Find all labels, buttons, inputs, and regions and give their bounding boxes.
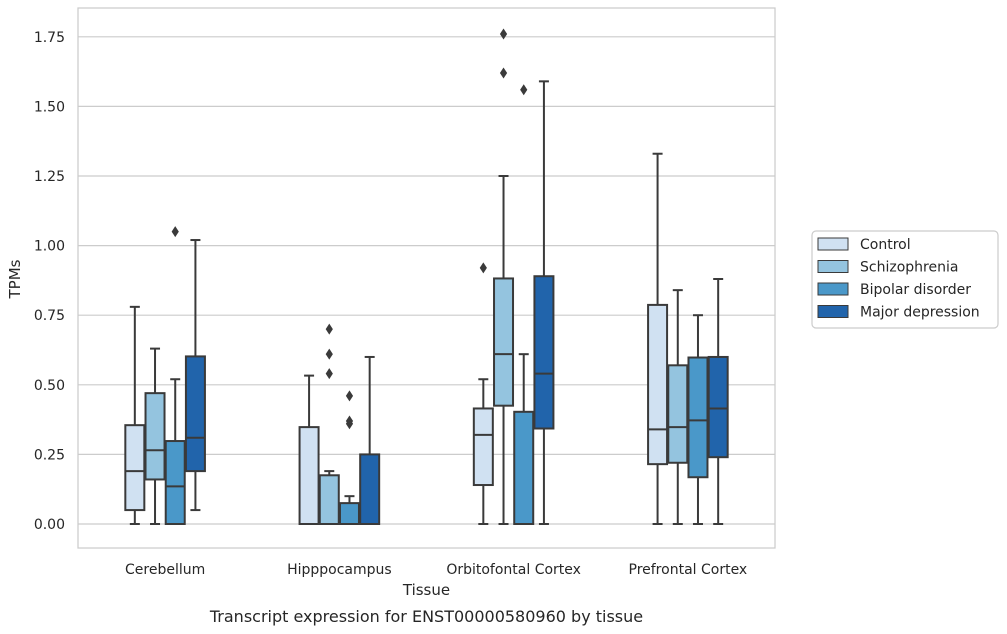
box: [318, 323, 340, 525]
y-tick-label: 0.75: [34, 308, 65, 324]
box: [184, 239, 206, 512]
box-iqr: [359, 453, 381, 525]
box-iqr: [687, 356, 709, 479]
box-iqr: [533, 275, 555, 430]
box-iqr: [667, 364, 689, 464]
y-axis-ticks: 0.00 0.25 0.50 0.75 1.00 1.25 1.50 1.75: [34, 30, 65, 533]
x-tick-label: Prefrontal Cortex: [629, 562, 748, 578]
outlier-point: [171, 226, 179, 238]
outlier-point: [325, 323, 333, 335]
box: [707, 278, 729, 525]
box-iqr: [144, 392, 166, 481]
outlier-point: [325, 348, 333, 360]
box: [513, 84, 535, 526]
x-tick-label: Orbitofontal Cortex: [446, 562, 581, 578]
legend-label: Bipolar disorder: [860, 282, 971, 298]
y-tick-label: 0.25: [34, 447, 65, 463]
outlier-point: [499, 28, 508, 40]
box-series: [124, 28, 729, 526]
box: [472, 262, 494, 525]
box: [533, 80, 555, 525]
x-tick-label: Hipppocampus: [287, 562, 392, 578]
box-iqr: [493, 277, 515, 407]
box-iqr: [647, 303, 669, 466]
box: [124, 305, 146, 525]
box-iqr: [472, 407, 494, 487]
x-axis-label: Tissue: [402, 581, 450, 599]
y-tick-label: 1.75: [34, 30, 65, 46]
box: [667, 289, 689, 525]
y-tick-label: 1.00: [34, 239, 65, 255]
outlier-point: [345, 390, 354, 402]
legend-frame: [811, 230, 999, 329]
box: [164, 226, 186, 526]
legend-label: Major depression: [860, 305, 980, 321]
box: [647, 152, 669, 525]
outlier-point: [325, 368, 333, 380]
box-iqr: [513, 410, 535, 526]
y-tick-label: 0.50: [34, 378, 65, 394]
box: [298, 374, 320, 525]
legend-swatch: [817, 260, 849, 273]
box-iqr: [184, 355, 206, 473]
plot-frame: [77, 7, 776, 549]
box-iqr: [707, 355, 729, 459]
box-iqr: [298, 426, 320, 525]
x-tick-label: Cerebellum: [125, 562, 205, 578]
box-iqr: [318, 474, 340, 525]
legend-label: Schizophrenia: [860, 260, 958, 276]
legend-swatch: [817, 237, 849, 251]
box: [493, 28, 515, 525]
outlier-point: [499, 67, 508, 79]
box: [359, 355, 381, 525]
legend-swatch: [817, 305, 849, 318]
legend-swatch: [817, 282, 849, 296]
legend-label: Control: [860, 237, 911, 253]
outlier-point: [345, 415, 354, 427]
box: [338, 390, 360, 525]
y-tick-label: 0.00: [34, 517, 65, 533]
outlier-point: [520, 84, 528, 96]
box-iqr: [338, 502, 360, 525]
outlier-point: [479, 262, 487, 274]
x-axis-ticks: Cerebellum Hipppocampus Orbitofontal Corte…: [125, 562, 747, 578]
legend: Control Schizophrenia Bipolar disorder Majo…: [811, 230, 999, 329]
y-tick-label: 1.25: [34, 169, 65, 185]
y-axis-label: TPMs: [6, 259, 24, 299]
box: [144, 347, 166, 525]
box-iqr: [164, 440, 186, 526]
box-iqr: [124, 424, 146, 512]
y-tick-label: 1.50: [34, 99, 65, 115]
chart-caption: Transcript expression for ENST0000058096…: [209, 607, 643, 626]
box: [687, 314, 709, 525]
